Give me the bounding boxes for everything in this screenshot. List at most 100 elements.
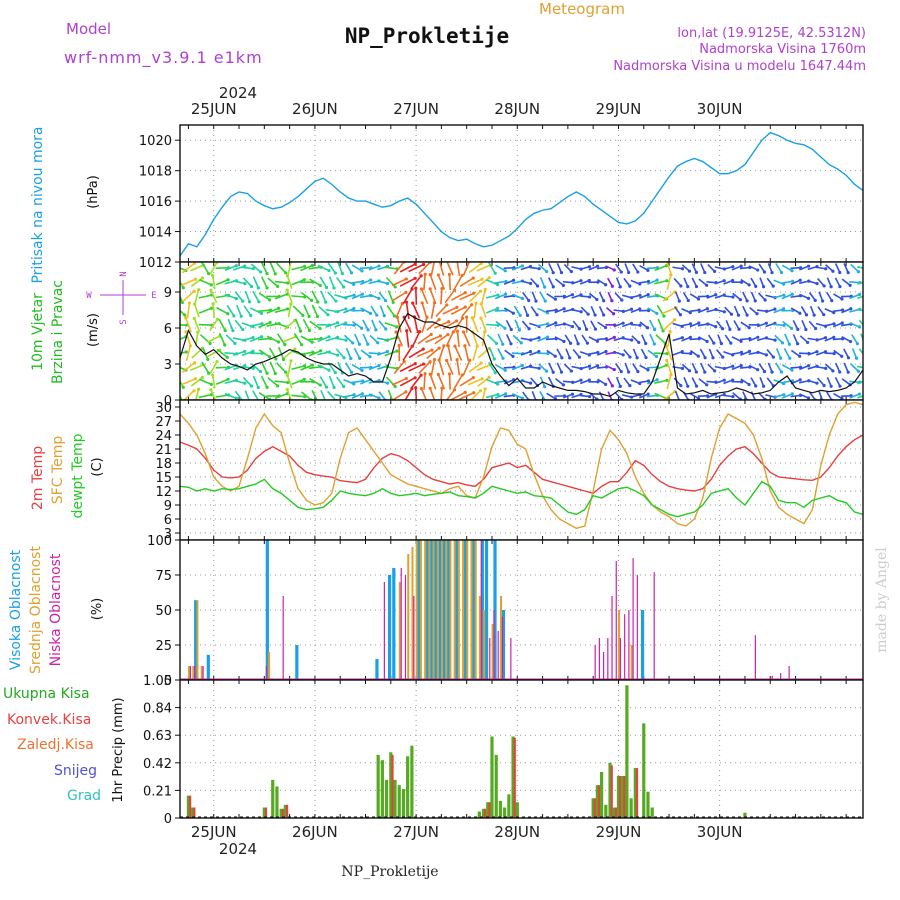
wind-arrow (408, 348, 424, 359)
wind-arrow-head (316, 300, 320, 304)
wind-arrow (579, 265, 590, 271)
wind-arrow (807, 365, 818, 370)
wind-arrow-head (637, 340, 641, 345)
wind-arrow-head (804, 327, 808, 332)
wind-arrow (317, 336, 330, 343)
wind-arrow-head (791, 279, 795, 283)
wind-arrow-head (527, 327, 531, 331)
wind-arrow (453, 374, 463, 389)
total-precip-bar (384, 779, 389, 818)
wind-arrow (841, 378, 851, 386)
wind-arrow-head (332, 286, 336, 290)
wind-arrow (733, 320, 740, 330)
wind-arrow (224, 392, 237, 400)
wind-arrow (209, 262, 218, 275)
wind-arrow-head (543, 385, 547, 389)
wind-arrow-head (731, 278, 735, 283)
wind-arrow (224, 265, 237, 271)
wind-arrow-head (411, 301, 415, 305)
wind-arrow-head (480, 277, 484, 281)
wind-arrow-head (646, 292, 650, 297)
wind-arrow-head (535, 313, 539, 317)
wind-arrow-head (258, 369, 263, 374)
wind-arrow-head (432, 301, 437, 305)
compass-w-label: W (86, 291, 92, 301)
wind-arrow (579, 350, 590, 356)
wind-arrow (691, 277, 698, 287)
wind-arrow-head (686, 285, 690, 289)
wind-arrow-head (636, 270, 640, 274)
cloud-side-label-3: Niska Oblacnost (48, 553, 64, 666)
wind-arrow-head (857, 292, 862, 297)
wind-arrow (815, 350, 826, 356)
wind-arrow-head (602, 299, 606, 303)
wind-arrow-head (867, 268, 870, 271)
high-cloud-bar (480, 540, 484, 680)
wind-arrow-head (848, 339, 853, 344)
wind-arrow-head (782, 393, 786, 397)
wind-arrow-head (534, 299, 538, 303)
wind-arrow (198, 294, 212, 299)
wind-arrow-head (248, 300, 252, 304)
low-cloud-bar (607, 638, 609, 680)
wind-arrow-head (360, 392, 364, 396)
wind-arrow (520, 350, 531, 356)
wind-arrow (723, 379, 733, 385)
wind-arrow-head (831, 369, 835, 373)
wind-arrow-head (310, 263, 315, 268)
wind-arrow-head (483, 287, 487, 292)
wind-arrow (691, 362, 698, 373)
high-cloud-bar (640, 610, 645, 680)
total-precip-bar (743, 812, 747, 818)
high-cloud-bar (194, 600, 198, 680)
wind-arrow-head (200, 375, 204, 380)
wind-arrow (386, 304, 396, 317)
y-tick-label: 0 (164, 812, 172, 827)
wind-arrow (334, 322, 347, 328)
wind-arrow (723, 279, 733, 285)
wind-arrow-head (455, 329, 459, 333)
wind-arrow-head (184, 316, 188, 320)
wind-arrow (613, 337, 624, 342)
wind-arrow (817, 306, 825, 316)
wind-arrow (773, 323, 785, 327)
low-cloud-bar (653, 572, 655, 680)
mid-cloud-bar (445, 540, 448, 680)
wind-arrow-head (543, 285, 547, 289)
wind-arrow (556, 348, 563, 359)
low-cloud-bar (480, 540, 482, 680)
y-tick-label: 0.63 (143, 729, 172, 744)
wind-arrow (274, 380, 288, 384)
wind-arrow (252, 276, 260, 289)
wind-arrow-head (421, 347, 425, 351)
wind-arrow (287, 303, 292, 318)
wind-arrow (849, 293, 860, 300)
wind-arrow-head (621, 321, 625, 325)
wind-arrow (467, 278, 483, 286)
wind-arrow (511, 293, 523, 300)
wind-arrow (417, 333, 432, 345)
wind-arrow (646, 294, 658, 298)
wind-arrow (469, 290, 482, 303)
wind-arrow (293, 333, 303, 346)
wind-arrow-head (712, 341, 716, 345)
wind-arrow (724, 306, 733, 315)
wind-arrow-head (804, 313, 809, 317)
wind-arrow (287, 262, 292, 275)
wind-arrow (495, 364, 506, 371)
wind-arrow-head (747, 349, 752, 354)
wind-arrow-head (285, 307, 290, 311)
wind-arrow-head (654, 354, 659, 359)
wind-arrow-head (447, 372, 452, 376)
wind-arrow (325, 350, 338, 356)
y-tick-label: 25 (155, 639, 172, 654)
wind-arrow (579, 295, 590, 298)
conv-precip-bar (593, 798, 596, 818)
low-cloud-bar (189, 666, 192, 680)
wind-arrow (392, 291, 407, 302)
wind-arrow (391, 377, 407, 386)
wind-arrow (740, 321, 750, 329)
conv-precip-bar (286, 804, 289, 818)
wind-arrow (513, 305, 521, 316)
y-tick-label: 3 (164, 527, 172, 542)
